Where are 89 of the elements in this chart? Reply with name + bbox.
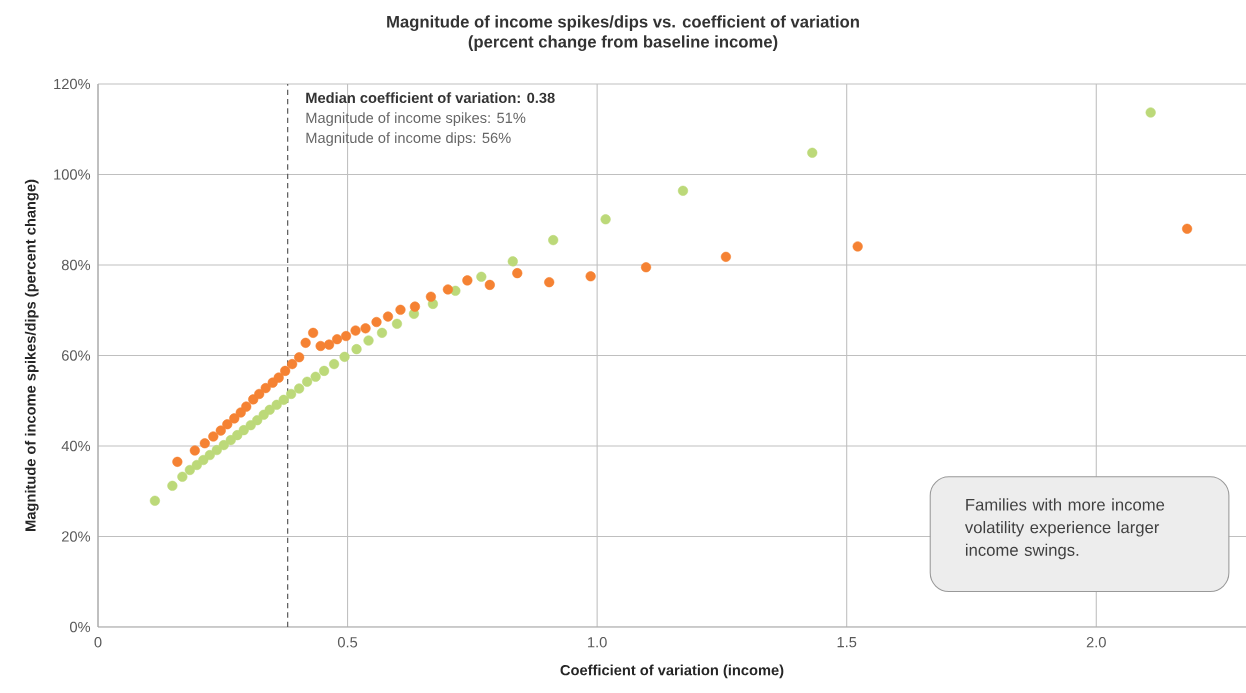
point — [300, 337, 311, 348]
annotation: Magnitude of income spikes: 51% — [306, 112, 526, 126]
point — [512, 268, 523, 279]
point — [363, 335, 374, 346]
point — [167, 480, 178, 491]
point — [329, 359, 340, 370]
x-tick-label: 0 — [94, 637, 102, 648]
point — [462, 275, 473, 286]
point — [189, 445, 200, 456]
point — [199, 438, 210, 449]
point — [215, 425, 226, 436]
point — [184, 464, 195, 476]
y-tick-label: 40% — [61, 440, 91, 452]
y-tick-label: 0% — [69, 621, 91, 633]
point — [198, 454, 209, 466]
point — [339, 351, 350, 362]
point — [218, 440, 229, 451]
ref-line-label: Median coefficient of variation: 0.38 — [306, 92, 555, 104]
point — [280, 365, 291, 376]
point — [351, 344, 362, 355]
point — [254, 388, 265, 400]
point — [232, 430, 243, 441]
point — [287, 359, 298, 370]
point — [341, 330, 352, 342]
point — [315, 340, 326, 352]
point — [640, 262, 652, 273]
point — [507, 256, 518, 267]
y-tick-label: 20% — [62, 531, 91, 542]
point — [376, 327, 388, 338]
x-axis-title: Coefficient of variation (income) — [560, 664, 784, 679]
point — [476, 271, 487, 282]
point — [371, 316, 382, 328]
point — [382, 311, 394, 322]
point — [544, 277, 555, 288]
point — [852, 241, 863, 252]
point — [425, 291, 436, 302]
point — [319, 365, 330, 376]
y-tick-label: 60% — [62, 350, 91, 361]
point — [211, 445, 222, 456]
y-tick-label: 100% — [54, 169, 91, 180]
y-tick-label: 120% — [54, 78, 91, 90]
point — [204, 449, 215, 461]
point — [391, 318, 403, 329]
point — [252, 415, 263, 426]
y-axis-title: Magnitude of income spikes/dips (percent change) — [24, 179, 39, 531]
point — [585, 271, 596, 282]
point — [308, 327, 319, 338]
point — [222, 419, 233, 430]
point — [677, 185, 689, 196]
point — [600, 214, 611, 225]
point — [238, 425, 249, 436]
point — [1182, 223, 1193, 234]
point — [278, 394, 289, 405]
point — [302, 376, 313, 387]
point — [273, 372, 284, 383]
point — [260, 383, 271, 394]
point — [294, 383, 305, 394]
point — [442, 284, 453, 295]
point — [294, 352, 305, 363]
point — [332, 334, 343, 345]
x-tick-label: 1.0 — [588, 637, 607, 648]
x-tick-label: 0.5 — [337, 637, 358, 648]
point — [395, 304, 406, 315]
point — [286, 388, 297, 400]
chart-subtitle: (percent change from baseline income) — [468, 35, 778, 51]
point — [208, 431, 219, 442]
point — [548, 235, 559, 246]
annotation: Families with more income volatility experience larger income swings. — [964, 498, 1165, 560]
point — [1145, 107, 1156, 118]
point — [807, 147, 818, 158]
point — [484, 279, 495, 290]
point — [360, 323, 371, 334]
point — [229, 413, 240, 424]
point — [310, 371, 321, 382]
point — [271, 399, 282, 410]
point — [324, 339, 335, 350]
chart-title: Magnitude of income spikes/dips vs. coefficient of variation — [387, 15, 859, 31]
point — [350, 325, 361, 336]
point — [720, 251, 731, 262]
point — [264, 404, 275, 415]
point — [241, 401, 252, 412]
point — [149, 495, 160, 506]
y-tick-label: 80% — [61, 259, 91, 271]
point — [172, 456, 183, 467]
point — [409, 301, 421, 312]
x-tick-label: 2.0 — [1086, 637, 1106, 648]
point — [177, 471, 188, 482]
x-tick-label: 1.5 — [837, 637, 857, 648]
annotation: Magnitude of income dips: 56% — [306, 132, 511, 146]
